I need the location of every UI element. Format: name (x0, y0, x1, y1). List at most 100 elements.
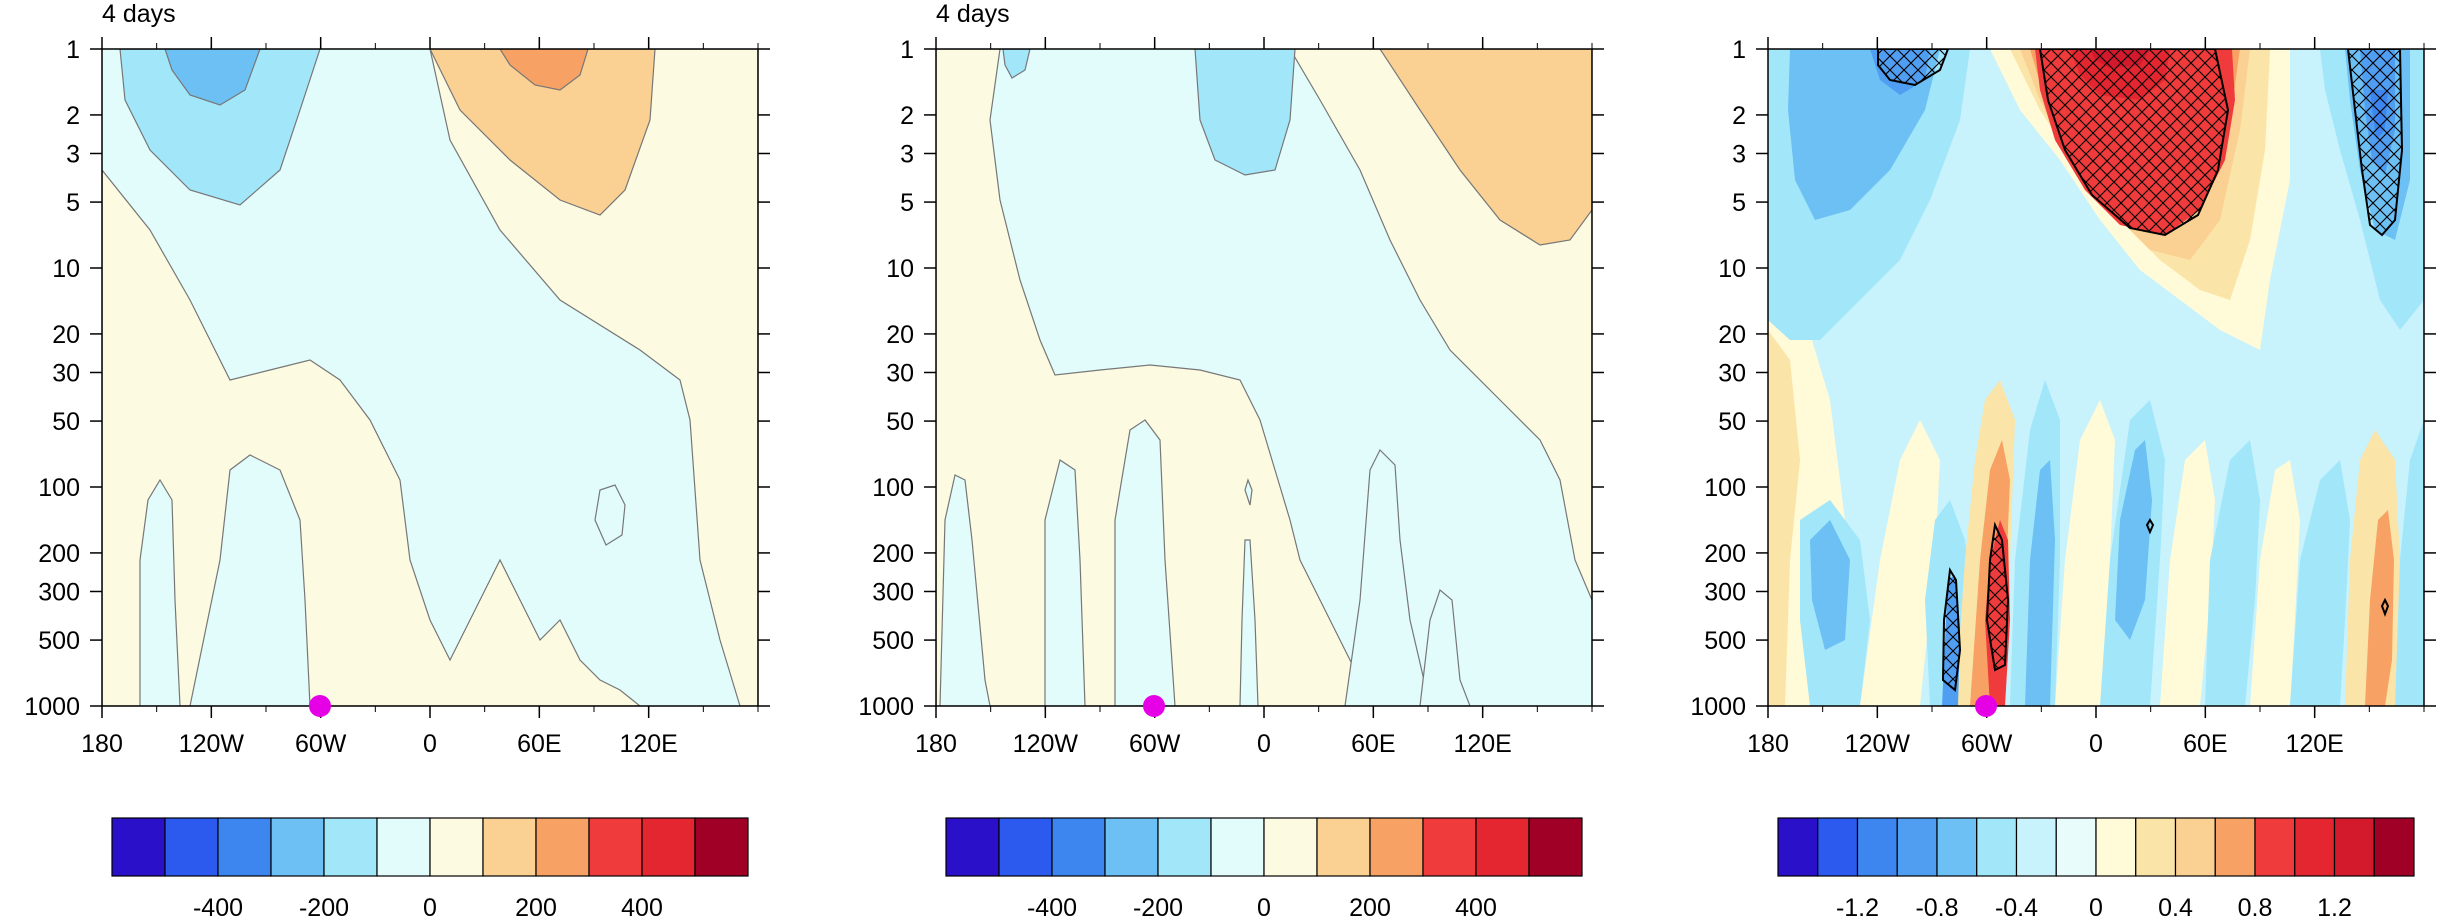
p2-negative-tongue-6 (1419, 588, 1471, 706)
colorbar-swatch (323, 817, 378, 877)
colorbar-label: 400 (1455, 894, 1497, 917)
colorbar-swatch (694, 817, 749, 877)
colorbar-swatch (1475, 817, 1530, 877)
p2-positive-top (1379, 49, 1592, 246)
x-tick-label: 120E (619, 730, 677, 758)
y-tick-label: 30 (886, 359, 914, 387)
colorbar-label: 200 (1349, 894, 1391, 917)
x-tick-label: 0 (1257, 730, 1271, 758)
p2-negative-tongue-4 (1239, 539, 1259, 706)
y-tick-label: 1 (900, 36, 914, 64)
p2-negative-tongue-1 (939, 474, 991, 706)
p3-hatch-top-west (1877, 49, 1950, 87)
colorbar-swatch (1263, 817, 1318, 877)
colorbar-swatch (270, 817, 325, 877)
colorbar-swatch (1936, 817, 1978, 877)
colorbar-swatch (2333, 817, 2375, 877)
y-tick-label: 20 (52, 321, 80, 349)
y-tick-label: 1 (66, 36, 80, 64)
panel-1: 4 days 180 120W 60W 0 60E 120E 1 2 3 5 10 20 30 50 100… (24, 0, 770, 917)
colorbar-swatch (2135, 817, 2177, 877)
y-tick-label: 10 (1718, 255, 1746, 283)
x-tick-label: 60W (1961, 730, 2013, 758)
y-tick-label: 2 (66, 102, 80, 130)
y-tick-label: 1000 (1690, 693, 1746, 721)
y-tick-label: 10 (886, 255, 914, 283)
x-tick-label: 120E (2285, 730, 2343, 758)
y-tick-label: 3 (1732, 140, 1746, 168)
colorbar-swatch (2294, 817, 2336, 877)
panel-3-marker (1975, 695, 1997, 717)
p2-negative-top-small (1002, 49, 1031, 79)
colorbar-swatch (429, 817, 484, 877)
y-tick-label: 3 (66, 140, 80, 168)
y-tick-label: 50 (1718, 408, 1746, 436)
y-tick-label: 100 (1704, 474, 1746, 502)
y-tick-label: 50 (52, 408, 80, 436)
panel-3: 180 120W 60W 0 60E 120E 1 2 3 5 10 20 30 50 100 200 300 5… (1690, 36, 2436, 917)
y-tick-label: 50 (886, 408, 914, 436)
x-tick-label: 120W (1845, 730, 1911, 758)
p1-negative-top-outer (119, 49, 321, 206)
p2-negative-sliver (1244, 478, 1253, 506)
y-tick-label: 1000 (24, 693, 80, 721)
colorbar-swatch (641, 817, 696, 877)
y-tick-label: 500 (1704, 627, 1746, 655)
y-tick-label: 200 (1704, 540, 1746, 568)
panel-2-axes: 180 120W 60W 0 60E 120E 1 2 3 5 10 20 30 50 100 200 300 5… (858, 36, 1604, 758)
colorbar-swatch (1896, 817, 1938, 877)
panel-3-axes: 180 120W 60W 0 60E 120E 1 2 3 5 10 20 30 50 100 200 300 5… (1690, 36, 2436, 758)
colorbar-swatch (945, 817, 1000, 877)
p3-band-warm-3 (1860, 420, 1940, 706)
colorbar-label: 0 (1257, 894, 1271, 917)
p3-band-warm-10 (2365, 510, 2394, 706)
p3-band-cool-10 (2395, 420, 2424, 706)
y-tick-label: 30 (1718, 359, 1746, 387)
colorbar-swatch (1104, 817, 1159, 877)
colorbar-label: 1.2 (2317, 894, 2352, 917)
colorbar-swatch (1316, 817, 1371, 877)
y-tick-label: 3 (900, 140, 914, 168)
p3-band-warm-7 (2160, 440, 2215, 706)
p3-band-cool-9 (2290, 460, 2350, 706)
x-tick-label: 120E (1453, 730, 1511, 758)
panel-1-axes: 180 120W 60W 0 60E 120E 1 2 3 5 10 20 30 50 100 200 300 5… (24, 36, 770, 758)
y-tick-label: 500 (38, 627, 80, 655)
colorbar-label: -400 (1027, 894, 1077, 917)
y-tick-label: 10 (52, 255, 80, 283)
p3-band-cool-7 (2115, 440, 2152, 640)
y-tick-label: 30 (52, 359, 80, 387)
colorbar-swatch (164, 817, 219, 877)
p3-hatch-top-east (2346, 49, 2404, 237)
x-tick-label: 120W (1013, 730, 1079, 758)
p3-band-warm-6 (2055, 400, 2115, 706)
p3-hatch-red (1985, 521, 2010, 672)
colorbar-label: 0.8 (2238, 894, 2273, 917)
colorbar-label: 0 (2089, 894, 2103, 917)
y-tick-label: 100 (872, 474, 914, 502)
colorbar-label: 200 (515, 894, 557, 917)
x-tick-label: 60E (517, 730, 561, 758)
colorbar-label: -1.2 (1836, 894, 1879, 917)
colorbar-swatch (998, 817, 1053, 877)
colorbar-label: -0.4 (1995, 894, 2038, 917)
colorbar-swatch (1157, 817, 1212, 877)
y-tick-label: 20 (1718, 321, 1746, 349)
p3-small-contour-2 (2380, 597, 2390, 617)
colorbar-swatch (2373, 817, 2415, 877)
y-tick-label: 1 (1732, 36, 1746, 64)
y-tick-label: 200 (872, 540, 914, 568)
x-tick-label: 0 (423, 730, 437, 758)
colorbar-swatch (1528, 817, 1583, 877)
p2-negative-top (1194, 49, 1296, 176)
colorbar-swatch (2015, 817, 2057, 877)
y-tick-label: 5 (1732, 189, 1746, 217)
p3-hatch-top-center (2038, 49, 2230, 237)
p3-hatch-blue (1941, 566, 1962, 692)
x-tick-label: 0 (2089, 730, 2103, 758)
colorbar-swatch (1422, 817, 1477, 877)
panel-2-marker (1143, 695, 1165, 717)
p2-negative-tongue-2 (1044, 459, 1086, 706)
colorbar-label: -400 (193, 894, 243, 917)
